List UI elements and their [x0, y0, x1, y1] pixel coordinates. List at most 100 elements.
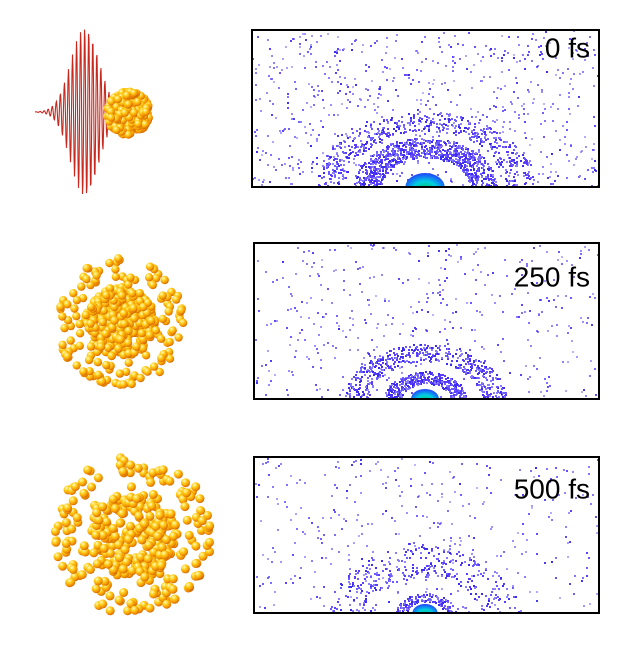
- pixel: [388, 561, 390, 563]
- pixel: [477, 168, 479, 170]
- pixel: [355, 175, 357, 177]
- pixel: [400, 154, 402, 156]
- pixel: [337, 155, 339, 157]
- pixel: [578, 96, 580, 98]
- pixel: [316, 348, 318, 350]
- atom: [139, 302, 148, 312]
- pixel: [378, 180, 380, 182]
- pixel: [535, 467, 537, 469]
- pixel: [306, 263, 308, 265]
- pixel: [566, 121, 568, 123]
- pixel: [386, 67, 388, 69]
- pixel: [497, 390, 499, 392]
- pixel: [382, 129, 384, 131]
- pixel: [269, 100, 271, 102]
- pixel: [480, 368, 482, 370]
- pixel: [257, 377, 259, 379]
- pixel: [504, 85, 506, 87]
- pixel: [333, 182, 335, 184]
- pixel: [547, 330, 549, 332]
- pixel: [437, 292, 439, 294]
- atom: [130, 314, 139, 323]
- pixel: [508, 69, 510, 71]
- atom: [191, 482, 201, 492]
- pixel: [340, 164, 342, 166]
- pixel: [464, 607, 466, 609]
- pixel: [346, 497, 348, 499]
- pixel: [451, 146, 453, 148]
- pixel: [369, 382, 371, 384]
- pixel: [471, 116, 473, 118]
- pixel: [431, 356, 433, 358]
- pixel: [439, 380, 441, 382]
- pixel: [357, 146, 359, 148]
- pixel: [586, 567, 588, 569]
- pixel: [387, 355, 389, 357]
- pixel: [402, 349, 404, 351]
- atom: [115, 369, 125, 378]
- pixel: [336, 166, 338, 168]
- pixel: [367, 380, 369, 382]
- pixel: [584, 178, 586, 180]
- pixel: [337, 182, 339, 184]
- pixel: [450, 537, 452, 539]
- pixel: [372, 245, 374, 247]
- pixel: [472, 180, 474, 182]
- pixel: [400, 132, 402, 134]
- pixel: [407, 382, 409, 384]
- pixel: [427, 141, 429, 143]
- pixel: [394, 354, 396, 356]
- pixel: [509, 144, 511, 146]
- pixel: [478, 189, 480, 191]
- pixel: [392, 143, 394, 145]
- pixel: [456, 360, 458, 362]
- pixel: [369, 366, 371, 368]
- pixel: [318, 334, 320, 336]
- pixel: [401, 396, 403, 398]
- pixel: [388, 392, 390, 394]
- pixel: [596, 593, 598, 595]
- pixel: [454, 35, 456, 37]
- pixel: [495, 184, 497, 186]
- pixel: [351, 128, 353, 130]
- pixel: [353, 162, 355, 164]
- pixel: [359, 132, 361, 134]
- pixel: [559, 139, 561, 141]
- pixel: [307, 142, 309, 144]
- pixel: [514, 288, 516, 290]
- pixel: [431, 378, 433, 380]
- pixel: [355, 379, 357, 381]
- pixel: [450, 602, 452, 604]
- pixel: [362, 180, 364, 182]
- pixel: [475, 116, 477, 118]
- pixel: [460, 151, 462, 153]
- pixel: [264, 607, 266, 609]
- pixel: [328, 114, 330, 116]
- pixel: [414, 545, 416, 547]
- pixel: [398, 145, 400, 147]
- pixel: [424, 472, 426, 474]
- atom: [156, 334, 166, 343]
- pixel: [419, 120, 421, 122]
- pixel: [564, 492, 566, 494]
- pixel: [310, 598, 312, 600]
- pixel: [481, 388, 483, 390]
- pixel: [516, 82, 518, 84]
- pixel: [384, 298, 386, 300]
- pixel: [571, 340, 573, 342]
- pixel: [480, 129, 482, 131]
- pixel: [321, 396, 323, 398]
- atom: [124, 326, 133, 336]
- atom: [112, 126, 121, 134]
- pixel: [450, 379, 452, 381]
- pixel: [458, 161, 460, 163]
- pixel: [509, 165, 511, 167]
- pixel: [321, 557, 323, 559]
- pixel: [359, 151, 361, 153]
- pixel: [334, 189, 336, 191]
- pixel: [395, 400, 397, 402]
- pixel: [486, 465, 488, 467]
- pixel: [488, 178, 490, 180]
- pixel: [313, 323, 315, 325]
- pixel: [363, 574, 365, 576]
